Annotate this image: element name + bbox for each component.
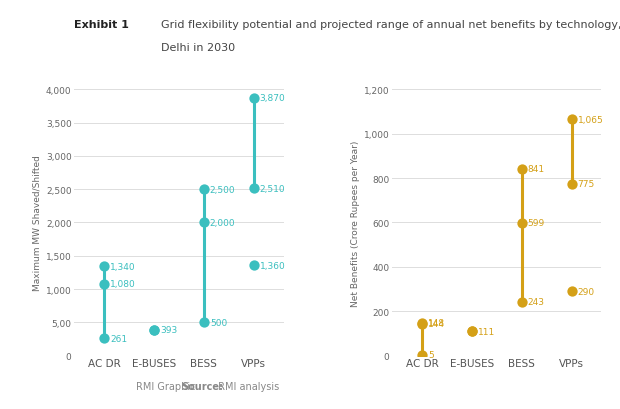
Text: 148: 148 xyxy=(428,319,445,328)
Text: 261: 261 xyxy=(110,334,127,343)
Text: 111: 111 xyxy=(478,327,495,336)
Point xyxy=(467,328,477,335)
Point xyxy=(567,288,577,295)
Text: 144: 144 xyxy=(428,319,445,328)
Text: 5: 5 xyxy=(428,350,434,359)
Text: 2,500: 2,500 xyxy=(210,185,236,194)
Point xyxy=(517,220,527,227)
Point xyxy=(149,326,159,333)
Point xyxy=(417,351,427,358)
Text: 1,065: 1,065 xyxy=(577,115,603,124)
Text: 393: 393 xyxy=(160,325,177,334)
Point xyxy=(249,95,259,102)
Text: Exhibit 1: Exhibit 1 xyxy=(74,20,130,30)
Text: 2,000: 2,000 xyxy=(210,218,236,227)
Point xyxy=(249,262,259,269)
Point xyxy=(567,181,577,187)
Point xyxy=(517,299,527,305)
Text: 1,080: 1,080 xyxy=(110,280,136,288)
Text: 1,340: 1,340 xyxy=(110,262,136,271)
Point xyxy=(417,321,427,327)
Point xyxy=(199,319,209,326)
Point xyxy=(467,328,477,335)
Text: Source:: Source: xyxy=(181,381,223,391)
Text: RMI Graphic.: RMI Graphic. xyxy=(136,381,202,391)
Point xyxy=(249,186,259,192)
Y-axis label: Net Benefits (Crore Rupees per Year): Net Benefits (Crore Rupees per Year) xyxy=(350,140,360,306)
Point xyxy=(517,166,527,173)
Text: Delhi in 2030: Delhi in 2030 xyxy=(161,43,236,53)
Text: 290: 290 xyxy=(577,287,595,296)
Text: RMI analysis: RMI analysis xyxy=(215,381,280,391)
Text: 599: 599 xyxy=(528,219,545,228)
Point xyxy=(567,117,577,123)
Point xyxy=(199,220,209,226)
Point xyxy=(149,326,159,333)
Text: 841: 841 xyxy=(528,165,545,174)
Point xyxy=(99,281,109,287)
Point xyxy=(417,320,427,326)
Text: 2,510: 2,510 xyxy=(260,184,285,193)
Point xyxy=(99,335,109,342)
Text: Grid flexibility potential and projected range of annual net benefits by technol: Grid flexibility potential and projected… xyxy=(161,20,620,30)
Text: 243: 243 xyxy=(528,297,545,306)
Y-axis label: Maximum MW Shaved/Shifted: Maximum MW Shaved/Shifted xyxy=(33,155,42,291)
Point xyxy=(99,263,109,270)
Text: 3,870: 3,870 xyxy=(260,94,285,103)
Text: 500: 500 xyxy=(210,318,227,327)
Point xyxy=(199,187,209,193)
Text: 775: 775 xyxy=(577,180,595,189)
Text: 1,360: 1,360 xyxy=(260,261,285,270)
